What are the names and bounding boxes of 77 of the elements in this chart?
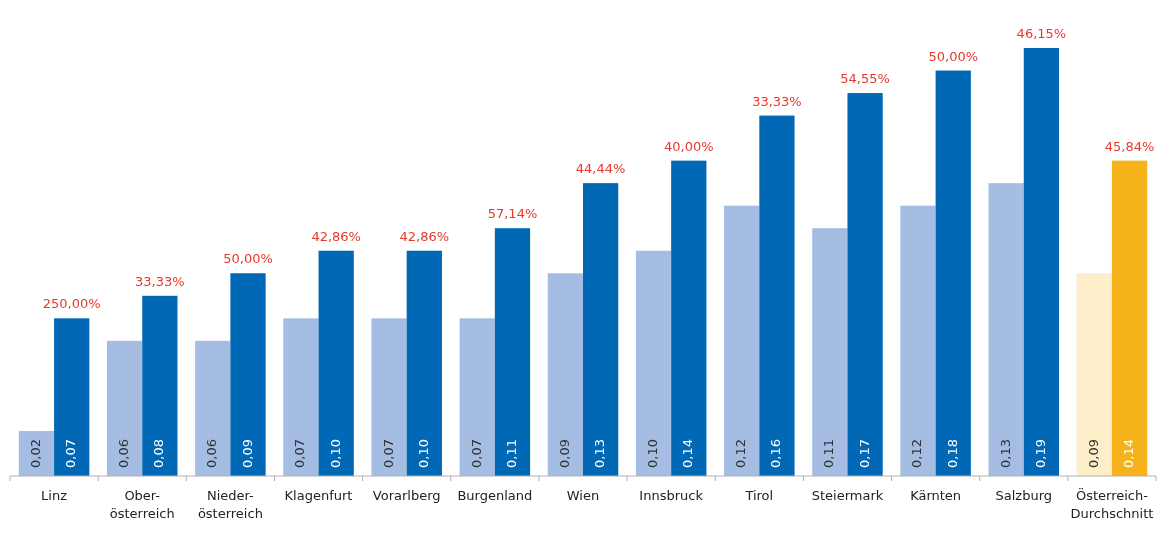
annotation: 42,86% — [311, 228, 361, 244]
annotation: 40,00% — [664, 138, 714, 154]
bar — [406, 250, 442, 476]
bar — [494, 228, 531, 476]
bar — [1023, 48, 1060, 476]
x-tick-label: Klagenfurt — [284, 488, 353, 503]
annotation: 33,33% — [135, 273, 185, 289]
annotation: 45,84% — [1104, 138, 1155, 154]
data-label: 0,07 — [63, 439, 79, 468]
bar — [635, 250, 672, 476]
bar — [988, 183, 1024, 476]
data-label: 0,07 — [468, 439, 484, 468]
x-tick-label: Steiermark — [811, 488, 884, 503]
x-tick-label: Salzburg — [995, 488, 1053, 503]
data-label: 0,02 — [27, 439, 43, 468]
x-tick-label: Österreich-Durchschnitt — [1070, 487, 1154, 521]
bar — [547, 273, 583, 476]
annotation: 46,15% — [1016, 26, 1067, 41]
x-tick-label: Burgenland — [457, 488, 533, 503]
data-label: 0,16 — [768, 439, 784, 468]
bar — [847, 93, 883, 476]
bar — [1076, 273, 1112, 476]
annotation: 33,33% — [752, 93, 802, 109]
data-label: 0,08 — [151, 439, 167, 468]
bar — [318, 250, 354, 476]
data-label: 0,14 — [680, 439, 696, 468]
data-label: 0,11 — [821, 439, 837, 468]
bar — [935, 70, 971, 476]
annotation: 54,55% — [840, 71, 890, 87]
data-label: 0,06 — [116, 439, 132, 468]
data-label: 0,13 — [592, 439, 608, 468]
bar — [759, 115, 795, 476]
data-label: 0,09 — [1085, 439, 1101, 468]
bar — [283, 318, 319, 476]
annotation: 42,86% — [399, 228, 450, 244]
annotation: 57,14% — [487, 206, 538, 222]
annotation: 250,00% — [42, 296, 101, 312]
data-label: 0,11 — [503, 439, 519, 468]
data-label: 0,10 — [327, 439, 343, 468]
data-label: 0,12 — [909, 439, 925, 468]
data-label: 0,10 — [415, 439, 431, 468]
data-label: 0,12 — [733, 439, 749, 468]
bar — [900, 205, 936, 476]
data-label: 0,19 — [1032, 439, 1048, 468]
x-tick-label: Wien — [566, 488, 600, 503]
data-label: 0,07 — [292, 439, 308, 468]
bar — [195, 340, 231, 476]
data-label: 0,06 — [204, 439, 220, 468]
x-tick-label: Vorarlberg — [372, 488, 441, 503]
bar — [583, 183, 619, 476]
bar — [1111, 160, 1148, 476]
data-label: 0,14 — [1121, 439, 1137, 468]
bar — [54, 318, 90, 476]
data-label: 0,09 — [556, 439, 572, 468]
bar — [230, 273, 266, 476]
annotation: 50,00% — [928, 48, 979, 64]
bar — [724, 205, 760, 476]
x-tick-label: Innsbruck — [639, 488, 704, 503]
x-tick-label: Nieder-österreich — [197, 488, 263, 521]
x-tick-label: Tirol — [744, 488, 774, 503]
data-label: 0,09 — [239, 439, 255, 468]
x-tick-label: Linz — [41, 488, 68, 503]
data-label: 0,13 — [997, 439, 1013, 468]
bar — [371, 318, 407, 476]
annotation: 50,00% — [223, 251, 273, 267]
data-label: 0,17 — [856, 439, 872, 468]
bar — [142, 295, 178, 476]
bar — [459, 318, 495, 476]
bar — [671, 160, 707, 476]
bar — [106, 340, 143, 476]
data-label: 0,18 — [944, 439, 960, 468]
data-label: 0,07 — [380, 439, 396, 468]
x-tick-label: Kärnten — [910, 488, 962, 503]
x-tick-label: Ober-österreich — [109, 488, 175, 521]
bar — [812, 228, 848, 476]
data-label: 0,10 — [645, 439, 661, 468]
annotation: 44,44% — [575, 161, 626, 177]
